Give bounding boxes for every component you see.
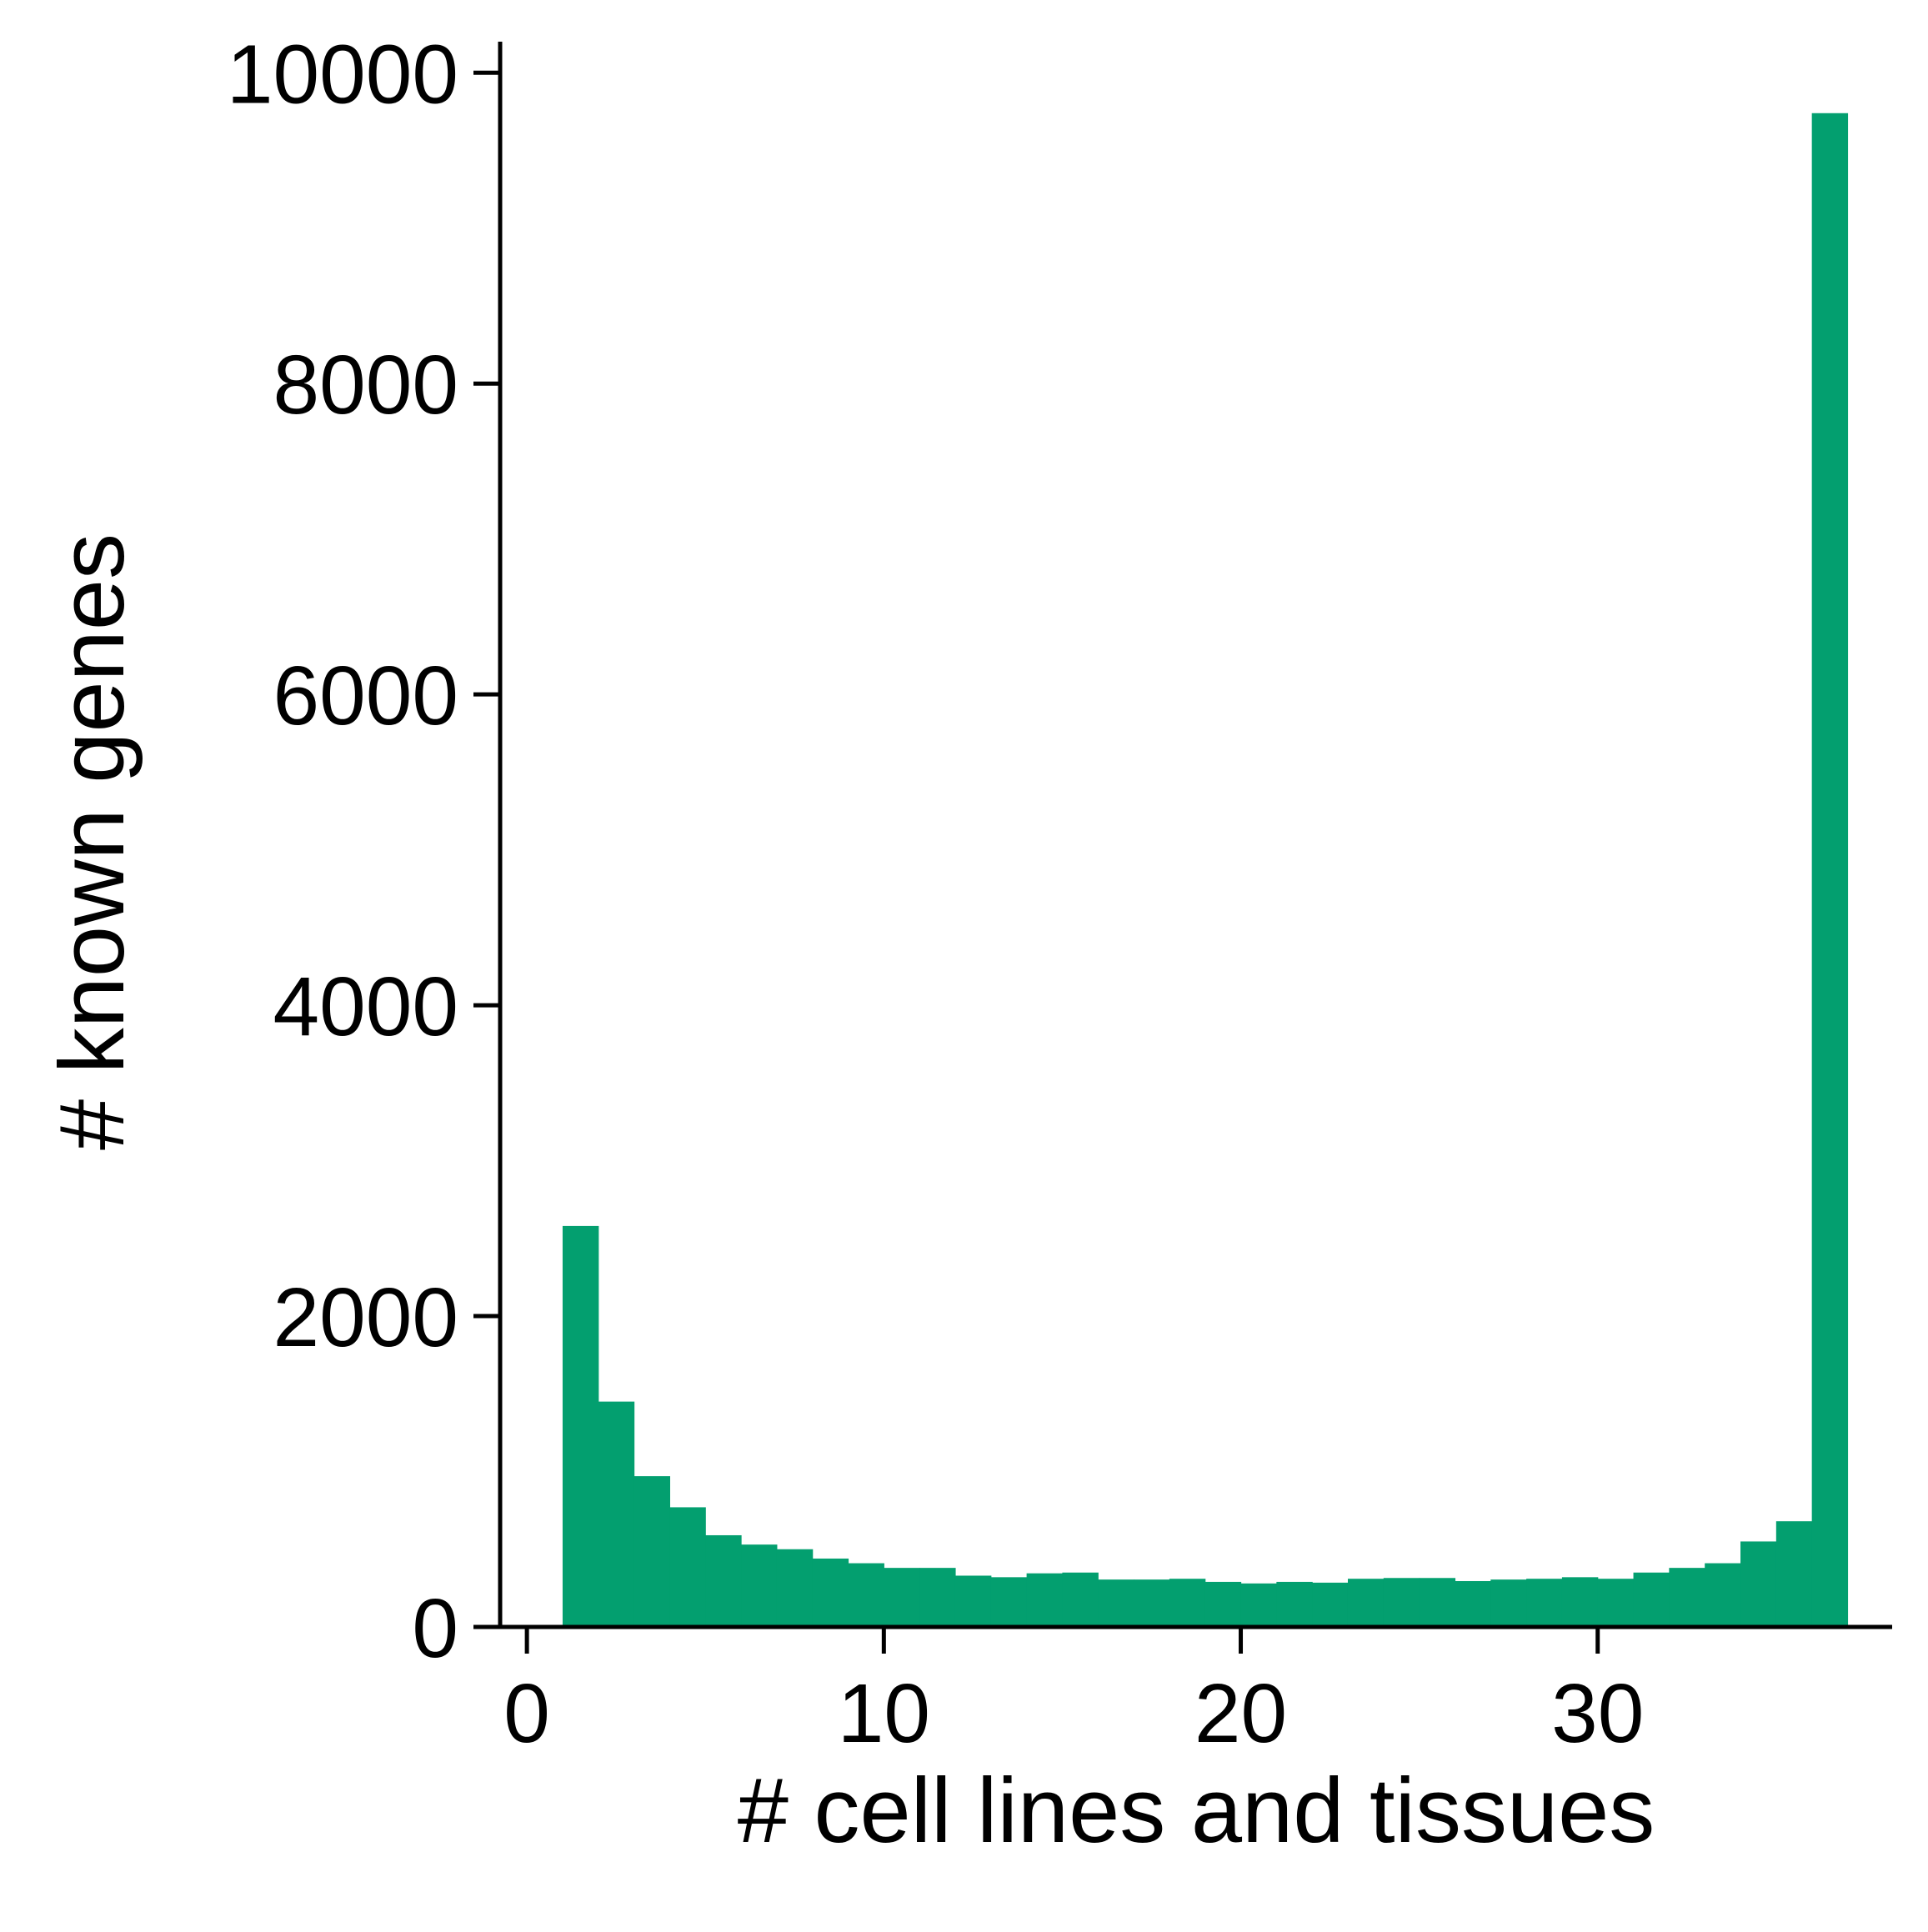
histogram-bar (1740, 1541, 1777, 1627)
histogram-bar (1490, 1579, 1527, 1627)
histogram-bar (1811, 113, 1849, 1627)
y-axis-title: # known genes (41, 533, 143, 1150)
x-tick-label: 10 (838, 1667, 930, 1760)
histogram-bar (919, 1568, 956, 1627)
histogram-bar (633, 1476, 670, 1627)
histogram-bar (1526, 1579, 1563, 1627)
histogram-bar (598, 1401, 635, 1627)
histogram-bar (1169, 1579, 1206, 1627)
histogram-bar (1312, 1582, 1349, 1627)
histogram-bar (1455, 1580, 1491, 1627)
histogram-bar (741, 1544, 778, 1627)
histogram-bar (1419, 1578, 1456, 1627)
histogram-bar (1240, 1583, 1277, 1627)
histogram-bar (1026, 1573, 1064, 1627)
histogram-bar (1276, 1581, 1313, 1627)
histogram-bar (1098, 1579, 1134, 1627)
histogram-bar (1669, 1568, 1705, 1627)
y-tick-label: 2000 (273, 1271, 458, 1364)
histogram-bar (990, 1577, 1028, 1627)
histogram-bar (1775, 1521, 1813, 1627)
x-tick-label: 20 (1194, 1667, 1287, 1760)
histogram-bar (1204, 1581, 1242, 1627)
y-tick-label: 4000 (273, 960, 458, 1054)
histogram-bar (1347, 1579, 1385, 1627)
histogram-bars (562, 113, 1849, 1627)
histogram-bar (812, 1558, 849, 1627)
histogram-bar (1597, 1579, 1635, 1627)
histogram-bar (562, 1225, 599, 1627)
histogram-bar (954, 1575, 992, 1627)
histogram-bar (669, 1507, 706, 1627)
y-axis-ticks: 0 2000 4000 6000 8000 10000 (227, 28, 500, 1675)
histogram-bar (1633, 1572, 1670, 1627)
histogram-bar (848, 1563, 884, 1627)
y-tick-label: 6000 (273, 649, 458, 743)
histogram-bar (1561, 1577, 1599, 1627)
histogram-bar (776, 1549, 814, 1627)
x-tick-label: 30 (1551, 1667, 1644, 1760)
x-tick-label: 0 (503, 1667, 550, 1760)
histogram-bar (705, 1534, 742, 1627)
histogram-bar (1383, 1578, 1420, 1627)
histogram-bar (884, 1568, 920, 1627)
x-axis-ticks: 0 10 20 30 (503, 1627, 1644, 1760)
y-tick-label: 0 (412, 1582, 458, 1675)
x-axis-title: # cell lines and tissues (738, 1759, 1655, 1862)
y-tick-label: 8000 (273, 338, 458, 432)
histogram-bar (1062, 1572, 1099, 1627)
histogram-bar (1134, 1579, 1170, 1627)
histogram-bar (1705, 1563, 1741, 1627)
y-tick-label: 10000 (227, 28, 458, 121)
